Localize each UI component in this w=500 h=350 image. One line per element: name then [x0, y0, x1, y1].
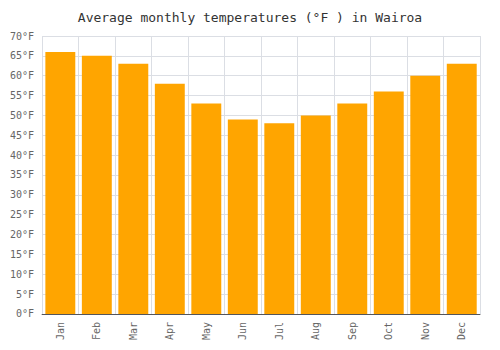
svg-text:10°F: 10°F: [10, 269, 34, 280]
svg-text:40°F: 40°F: [10, 150, 34, 161]
svg-text:60°F: 60°F: [10, 70, 34, 81]
svg-text:Nov: Nov: [420, 322, 431, 340]
svg-text:Dec: Dec: [456, 322, 467, 340]
svg-text:Aug: Aug: [310, 322, 321, 340]
svg-text:5°F: 5°F: [16, 289, 34, 300]
svg-text:35°F: 35°F: [10, 169, 34, 180]
svg-text:20°F: 20°F: [10, 229, 34, 240]
svg-text:Mar: Mar: [128, 322, 139, 340]
svg-text:50°F: 50°F: [10, 110, 34, 121]
svg-text:Jun: Jun: [237, 322, 248, 340]
svg-text:Sep: Sep: [347, 322, 358, 340]
svg-text:Jan: Jan: [55, 322, 66, 340]
svg-text:45°F: 45°F: [10, 130, 34, 141]
svg-text:Feb: Feb: [91, 322, 102, 340]
svg-text:0°F: 0°F: [16, 308, 34, 319]
svg-text:25°F: 25°F: [10, 209, 34, 220]
svg-text:30°F: 30°F: [10, 189, 34, 200]
svg-text:Apr: Apr: [164, 322, 175, 340]
svg-text:May: May: [201, 322, 212, 340]
svg-text:55°F: 55°F: [10, 90, 34, 101]
svg-text:Jul: Jul: [274, 322, 285, 340]
svg-text:70°F: 70°F: [10, 31, 34, 42]
svg-text:Average monthly temperatures (: Average monthly temperatures (°F ) in Wa…: [78, 10, 422, 25]
svg-text:Oct: Oct: [383, 322, 394, 340]
svg-text:65°F: 65°F: [10, 50, 34, 61]
svg-text:15°F: 15°F: [10, 249, 34, 260]
